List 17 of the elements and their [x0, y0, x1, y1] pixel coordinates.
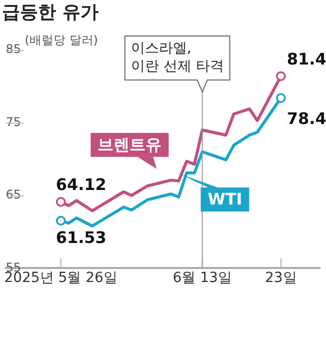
point: [56, 196, 66, 207]
y-axis-title: (배럴당 달러): [24, 33, 98, 48]
y-tick-label: 75: [6, 114, 22, 129]
point: [276, 71, 286, 82]
x-tick-label: 6월 13일: [172, 270, 232, 286]
ref-line-label: 이스라엘, 이란 선제 타격: [130, 40, 224, 75]
data-label: 64.12: [56, 175, 106, 194]
x-tick-label: 2025년 5월 26일: [4, 270, 118, 286]
x-tick-label: 23일: [264, 270, 297, 286]
data-label: 78.4: [286, 109, 326, 128]
point: [276, 93, 286, 103]
chart-title: 급등한 유가: [2, 1, 98, 24]
point: [56, 216, 66, 226]
series-label: 브렌트유: [98, 135, 162, 154]
data-label: 81.4: [286, 49, 326, 68]
data-label: 61.53: [56, 228, 106, 247]
legend-label: WTI: [208, 190, 242, 209]
